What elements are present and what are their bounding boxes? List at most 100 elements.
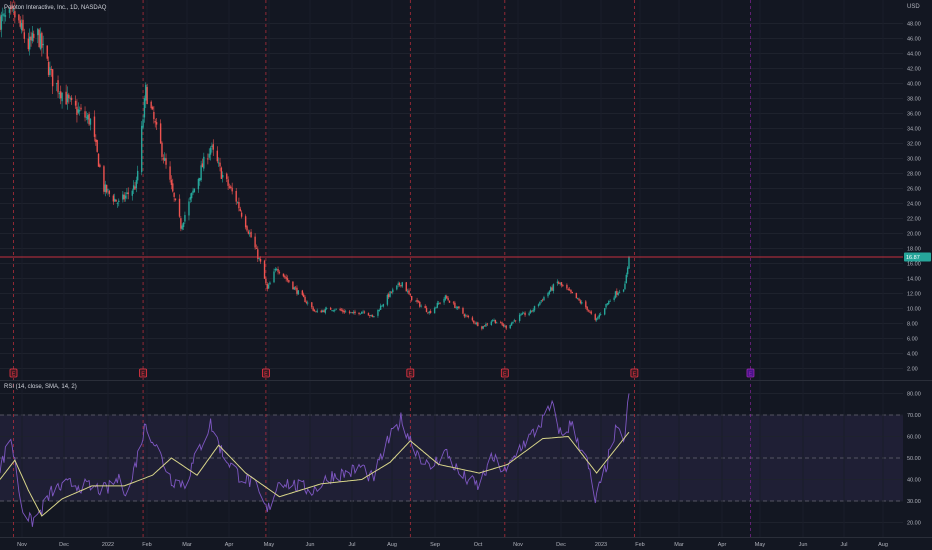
candle-down[interactable] [502, 324, 505, 327]
candle-down[interactable] [178, 198, 181, 217]
candle-up[interactable] [518, 314, 521, 321]
candle-down[interactable] [277, 269, 279, 272]
candle-up[interactable] [352, 312, 355, 314]
candle-down[interactable] [452, 302, 455, 304]
candle-down[interactable] [292, 281, 294, 290]
candle-up[interactable] [626, 267, 629, 275]
candle-down[interactable] [594, 314, 596, 320]
candle-up[interactable] [482, 326, 484, 329]
candle-down[interactable] [474, 322, 476, 324]
candle-down[interactable] [46, 45, 48, 59]
candle-down[interactable] [616, 290, 618, 295]
candle-down[interactable] [558, 282, 560, 284]
candle-up[interactable] [4, 15, 7, 17]
candle-down[interactable] [568, 289, 571, 291]
candle-down[interactable] [74, 100, 77, 106]
candle-up[interactable] [209, 147, 212, 155]
candle-up[interactable] [491, 320, 494, 322]
candle-up[interactable] [362, 311, 364, 313]
candle-up[interactable] [107, 189, 109, 191]
candle-down[interactable] [220, 167, 223, 179]
candle-down[interactable] [471, 317, 474, 321]
candle-down[interactable] [134, 186, 136, 190]
candle-up[interactable] [523, 312, 525, 314]
candle-down[interactable] [369, 315, 371, 317]
candle-up[interactable] [249, 232, 251, 234]
candle-down[interactable] [153, 111, 155, 120]
candle-down[interactable] [348, 311, 351, 313]
candle-up[interactable] [539, 301, 541, 305]
candle-down[interactable] [296, 287, 298, 294]
candle-up[interactable] [192, 190, 194, 194]
candle-down[interactable] [161, 142, 163, 157]
candle-down[interactable] [47, 62, 50, 75]
candle-down[interactable] [340, 309, 343, 311]
candle-up[interactable] [344, 311, 347, 313]
candle-down[interactable] [244, 216, 247, 228]
candlestick-series[interactable] [0, 1, 630, 331]
candle-down[interactable] [400, 285, 402, 287]
candle-down[interactable] [159, 123, 162, 144]
candle-up[interactable] [521, 313, 524, 315]
candle-up[interactable] [624, 283, 626, 290]
candle-down[interactable] [259, 258, 262, 262]
candle-down[interactable] [266, 284, 268, 289]
candle-up[interactable] [625, 274, 627, 284]
candle-up[interactable] [382, 304, 385, 307]
candle-down[interactable] [19, 20, 21, 27]
candle-down[interactable] [367, 313, 370, 316]
candle-down[interactable] [115, 199, 117, 202]
candle-up[interactable] [493, 319, 495, 321]
candle-down[interactable] [11, 5, 13, 9]
candle-up[interactable] [87, 115, 89, 120]
candle-up[interactable] [211, 145, 213, 147]
candle-up[interactable] [269, 282, 271, 285]
candle-up[interactable] [324, 308, 326, 313]
candle-up[interactable] [443, 298, 445, 303]
candle-up[interactable] [512, 321, 514, 324]
candle-down[interactable] [174, 198, 177, 201]
candle-up[interactable] [78, 110, 81, 112]
earnings-flag[interactable] [262, 368, 270, 378]
candle-up[interactable] [145, 84, 147, 101]
candle-down[interactable] [575, 292, 578, 299]
candle-down[interactable] [305, 302, 308, 304]
candle-up[interactable] [608, 301, 610, 305]
candle-down[interactable] [323, 310, 325, 313]
candle-down[interactable] [429, 311, 432, 313]
candle-down[interactable] [255, 248, 258, 249]
candle-up[interactable] [386, 294, 389, 305]
candle-up[interactable] [222, 174, 224, 178]
candle-down[interactable] [219, 162, 221, 167]
candle-up[interactable] [436, 302, 439, 308]
candle-up[interactable] [28, 36, 31, 50]
candle-up[interactable] [415, 300, 417, 302]
candle-down[interactable] [354, 311, 356, 314]
candle-down[interactable] [247, 231, 250, 234]
candle-up[interactable] [49, 67, 51, 76]
candle-down[interactable] [294, 287, 297, 289]
candle-down[interactable] [446, 296, 448, 299]
candle-up[interactable] [77, 109, 79, 113]
candle-down[interactable] [462, 307, 464, 314]
candle-up[interactable] [456, 306, 459, 309]
candle-up[interactable] [613, 297, 615, 300]
candle-down[interactable] [390, 291, 393, 293]
candle-down[interactable] [151, 106, 154, 110]
candle-down[interactable] [155, 122, 158, 125]
candle-down[interactable] [88, 113, 90, 125]
candle-down[interactable] [95, 139, 97, 142]
candle-down[interactable] [93, 116, 96, 137]
candle-down[interactable] [454, 302, 456, 308]
candle-down[interactable] [463, 314, 466, 317]
candle-up[interactable] [581, 302, 583, 304]
candle-up[interactable] [389, 291, 391, 297]
candle-down[interactable] [448, 300, 451, 303]
candle-down[interactable] [112, 195, 115, 202]
candle-down[interactable] [466, 315, 468, 317]
candle-down[interactable] [424, 306, 426, 309]
candle-up[interactable] [273, 271, 275, 283]
candle-down[interactable] [439, 302, 441, 304]
candle-up[interactable] [126, 192, 128, 195]
